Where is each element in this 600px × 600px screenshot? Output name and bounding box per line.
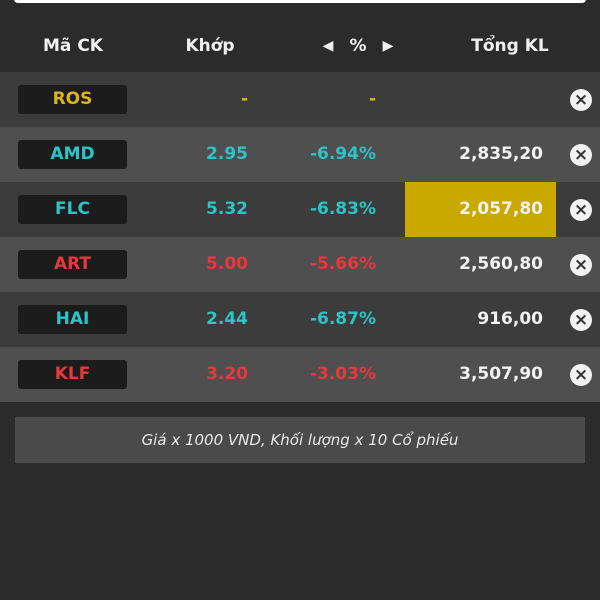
change: -5.66%: [309, 254, 376, 274]
symbol-badge: ROS: [18, 85, 127, 114]
stock-row[interactable]: KLF 3.20 -3.03% 3,507,90 ×: [0, 347, 600, 402]
price: 2.95: [206, 144, 248, 164]
volume: 2,560,80: [459, 254, 543, 274]
change: -: [368, 89, 376, 109]
remove-button[interactable]: ×: [570, 144, 592, 166]
header-change[interactable]: %: [349, 36, 367, 56]
remove-button[interactable]: ×: [570, 254, 592, 276]
stock-row[interactable]: FLC 5.32 -6.83% 2,057,80 ×: [0, 182, 600, 237]
price: 5.32: [206, 199, 248, 219]
stock-row[interactable]: AMD 2.95 -6.94% 2,835,20 ×: [0, 127, 600, 182]
note: Giá x 1000 VND, Khối lượng x 10 Cổ phiếu: [15, 417, 585, 463]
prev-arrow[interactable]: ◀: [322, 38, 334, 54]
symbol-badge: KLF: [18, 360, 127, 389]
header-price[interactable]: Khớp: [185, 36, 235, 56]
stock-row[interactable]: ROS - - ×: [0, 72, 600, 127]
price: 2.44: [206, 309, 248, 329]
next-arrow[interactable]: ▶: [382, 38, 394, 54]
change: -6.83%: [309, 199, 376, 219]
stock-row[interactable]: ART 5.00 -5.66% 2,560,80 ×: [0, 237, 600, 292]
change: -3.03%: [309, 364, 376, 384]
header-symbol[interactable]: Mã CK: [43, 36, 103, 56]
volume: 2,835,20: [459, 144, 543, 164]
symbol-badge: AMD: [18, 140, 127, 169]
stock-row[interactable]: HAI 2.44 -6.87% 916,00 ×: [0, 292, 600, 347]
header-volume[interactable]: Tổng KL: [471, 36, 549, 56]
symbol-badge: ART: [18, 250, 127, 279]
volume: 916,00: [477, 309, 543, 329]
change: -6.87%: [309, 309, 376, 329]
symbol-badge: HAI: [18, 305, 127, 334]
volume: 3,507,90: [459, 364, 543, 384]
volume: [405, 72, 543, 127]
remove-button[interactable]: ×: [570, 89, 592, 111]
volume-highlight: [405, 182, 556, 237]
remove-button[interactable]: ×: [570, 199, 592, 221]
remove-button[interactable]: ×: [570, 309, 592, 331]
symbol-badge: FLC: [18, 195, 127, 224]
change: -6.94%: [309, 144, 376, 164]
volume: 2,057,80: [459, 199, 543, 219]
remove-button[interactable]: ×: [570, 364, 592, 386]
price: 3.20: [206, 364, 248, 384]
price: -: [240, 89, 248, 109]
price: 5.00: [206, 254, 248, 274]
search-box[interactable]: [14, 0, 586, 3]
